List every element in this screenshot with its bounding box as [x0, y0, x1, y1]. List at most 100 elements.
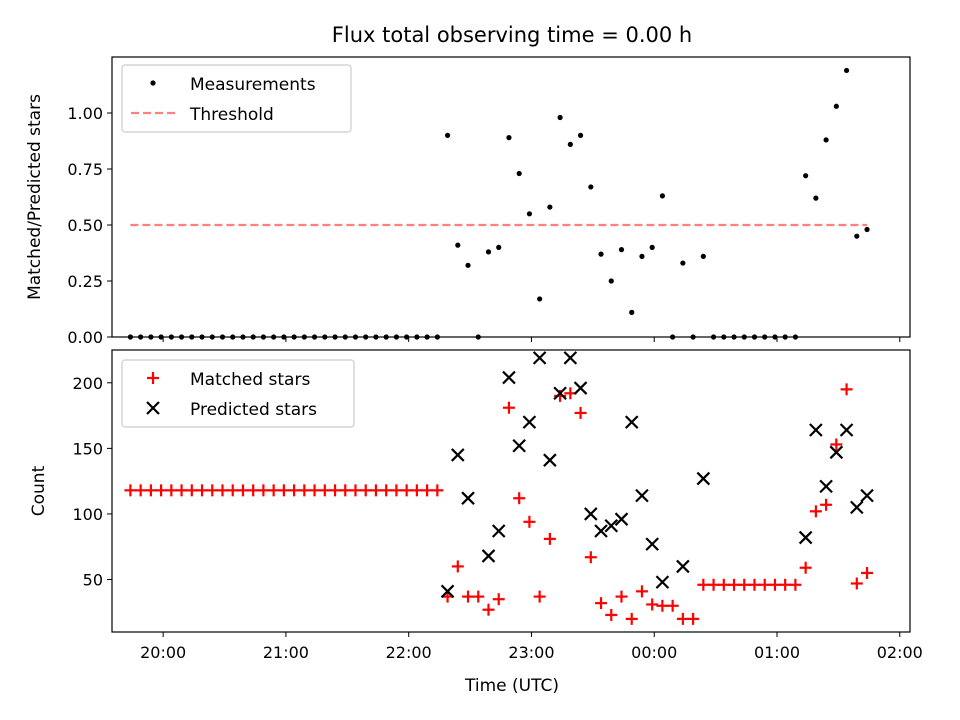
measurement-point	[803, 173, 809, 179]
matched-star-point	[462, 590, 475, 603]
matched-star-point	[226, 484, 239, 497]
measurement-point	[567, 141, 573, 147]
matched-star-point	[799, 561, 812, 574]
matched-star-point	[359, 484, 372, 497]
measurement-point	[608, 278, 614, 284]
predicted-star-point	[481, 549, 496, 563]
matched-star-point	[615, 590, 628, 603]
measurement-point	[843, 67, 850, 74]
bottom-y-tick-label: 100	[72, 505, 103, 524]
matched-star-point	[410, 484, 423, 497]
top-panel: 0.00 0.25 0.50 0.75 1.00 Matched/Predicted s…	[25, 56, 911, 347]
x-axis-label: Time (UTC)	[464, 676, 559, 696]
x-tick-label: 00:00	[631, 643, 677, 662]
matched-star-point	[308, 484, 321, 497]
measurement-point	[526, 211, 533, 217]
measurement-point	[547, 204, 553, 210]
matched-star-point	[492, 593, 505, 606]
matched-star-point	[318, 484, 331, 497]
matched-star-point	[676, 612, 689, 625]
x-tick-label: 20:00	[140, 643, 186, 662]
predicted-star-point	[850, 500, 864, 515]
matched-star-point	[738, 578, 751, 591]
matched-star-point	[451, 560, 464, 573]
measurement-point	[506, 135, 512, 141]
matched-star-point	[267, 484, 280, 497]
matched-star-point	[236, 484, 249, 497]
bottom-y-tick-label: 150	[72, 439, 103, 458]
measurement-point	[823, 137, 829, 143]
matched-star-point	[247, 484, 260, 497]
matched-star-point	[768, 578, 781, 591]
measurement-point	[444, 132, 451, 138]
x-tick-label: 21:00	[263, 643, 309, 662]
matched-star-point	[380, 484, 393, 497]
matched-star-point	[595, 597, 608, 610]
matched-star-point	[646, 598, 659, 611]
legend-measurements-label: Measurements	[190, 75, 316, 95]
matched-star-point	[144, 484, 157, 497]
predicted-star-point	[502, 370, 516, 385]
top-y-ticks: 0.00 0.25 0.50 0.75 1.00	[67, 104, 112, 347]
predicted-star-point	[573, 381, 588, 395]
legend-predicted-label: Predicted stars	[190, 400, 317, 420]
matched-star-point	[369, 484, 382, 497]
predicted-star-point	[604, 518, 619, 533]
matched-star-point	[748, 578, 761, 591]
matched-star-point	[543, 532, 556, 545]
measurement-point	[618, 247, 625, 253]
top-axes-frame	[111, 56, 911, 338]
bottom-y-ticks: 50 100 150 200	[72, 374, 112, 590]
top-y-tick-label: 1.00	[67, 104, 103, 123]
measurement-point	[854, 233, 860, 239]
matched-star-point	[707, 578, 720, 591]
measurement-point	[639, 253, 645, 259]
matched-star-point	[124, 484, 137, 497]
predicted-star-point	[819, 479, 833, 494]
x-tick-label: 01:00	[754, 643, 800, 662]
legend-predicted-marker	[146, 401, 160, 415]
x-tick-label: 22:00	[386, 643, 432, 662]
predicted-star-point	[696, 471, 711, 486]
predicted-star-point	[809, 423, 823, 437]
predicted-star-point	[440, 584, 455, 599]
matched-star-point	[840, 383, 853, 396]
measurement-point	[680, 260, 686, 266]
matched-star-point	[523, 515, 536, 528]
top-legend-frame	[121, 64, 352, 133]
chart-title: Flux total observing time = 0.00 h	[332, 23, 692, 47]
matched-star-point	[431, 484, 444, 497]
measurement-point	[700, 253, 706, 259]
matched-star-point	[257, 484, 270, 497]
predicted-star-point	[860, 488, 874, 503]
matched-star-point	[574, 406, 587, 419]
matched-star-point	[134, 484, 147, 497]
legend-matched-marker	[147, 372, 159, 384]
measurement-point	[455, 242, 461, 248]
matched-star-point	[758, 578, 771, 591]
matched-star-point	[390, 484, 403, 497]
matched-star-point	[400, 484, 413, 497]
predicted-star-point	[798, 530, 813, 545]
bottom-y-axis-label: Count	[29, 465, 49, 516]
predicted-star-point	[553, 386, 567, 401]
measurement-point	[537, 296, 543, 302]
measurement-point	[577, 132, 584, 138]
bottom-x-ticks: 20:00 21:00 22:00 23:00 00:00 01:00 02:00	[140, 632, 923, 662]
matched-star-point	[196, 484, 209, 497]
bottom-axes-frame	[111, 349, 911, 633]
matched-star-point	[298, 484, 311, 497]
measurement-point	[813, 195, 819, 201]
top-legend: Measurements Threshold	[121, 64, 352, 133]
matched-star-point	[830, 438, 843, 451]
predicted-star-point	[624, 415, 639, 429]
matched-star-point	[349, 484, 362, 497]
measurement-point	[516, 170, 522, 177]
predicted-star-point	[522, 415, 537, 429]
top-x-ticks	[162, 337, 901, 342]
top-y-tick-label: 0.50	[67, 216, 103, 235]
measurement-point	[864, 226, 870, 233]
matched-star-point	[155, 484, 168, 497]
bottom-y-tick-label: 200	[72, 374, 103, 393]
matched-star-point	[820, 498, 833, 511]
